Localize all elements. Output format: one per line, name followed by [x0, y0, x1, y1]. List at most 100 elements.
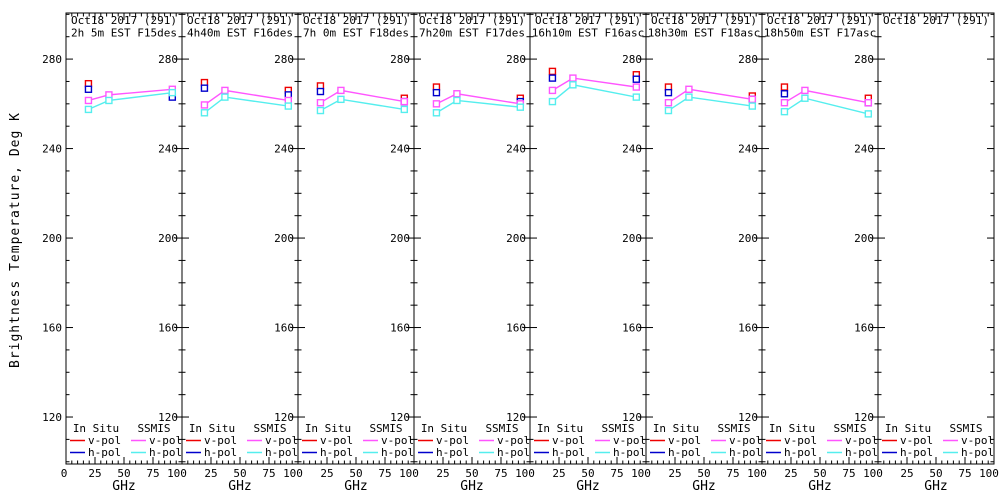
x-tick-label: 25: [436, 467, 449, 480]
x-tick-label: 75: [146, 467, 159, 480]
x-tick-label: 25: [204, 467, 217, 480]
series-in-situ-v-pol: [780, 83, 873, 102]
panel-6: 120 160 200 240 280 25 50 75 100 GHz Oct18 2017 (2…: [622, 12, 767, 494]
data-point-marker: [664, 88, 673, 97]
legend-row-label: v-pol: [552, 434, 585, 447]
data-point-marker: [864, 99, 873, 107]
panel-title-date: Oct18 2017 (291): [303, 14, 409, 27]
x-tick-label: 100: [631, 467, 651, 480]
legend-group-label: In Situ: [653, 422, 699, 435]
y-tick-label: 120: [506, 411, 526, 424]
legend-row-label: h-pol: [436, 446, 469, 459]
legend-row-label: v-pol: [265, 434, 298, 447]
legend-row-label: v-pol: [149, 434, 182, 447]
data-point-marker: [780, 90, 789, 98]
data-point-marker: [84, 96, 93, 105]
y-tick-label: 120: [390, 411, 410, 424]
data-point-marker: [316, 99, 325, 107]
x-tick-label: 75: [494, 467, 507, 480]
panel-3: 120 160 200 240 280 25 50 75 100 GHz Oct18 2017 (2…: [274, 12, 419, 494]
legend-row-label: h-pol: [149, 446, 182, 459]
y-tick-label: 280: [854, 53, 874, 66]
series-ssmis-h-pol: [780, 94, 873, 118]
data-point-marker: [400, 97, 409, 106]
legend-row-label: v-pol: [497, 434, 530, 447]
data-point-marker: [168, 88, 177, 97]
x-tick-label: 100: [863, 467, 883, 480]
legend-group-label: SSMIS: [369, 422, 402, 435]
legend-row-label: h-pol: [88, 446, 121, 459]
series-ssmis-h-pol: [432, 96, 525, 117]
y-tick-label: 240: [158, 143, 178, 156]
data-point-marker: [801, 94, 809, 102]
data-point-marker: [221, 86, 229, 95]
data-point-marker: [337, 86, 345, 95]
x-tick-label: 100: [167, 467, 187, 480]
y-tick-label: 200: [622, 232, 642, 245]
x-tick-label: 50: [349, 467, 362, 480]
y-tick-label: 200: [274, 232, 294, 245]
x-tick-label: 25: [320, 467, 333, 480]
data-point-marker: [632, 75, 641, 83]
series-in-situ-h-pol: [200, 84, 293, 99]
x-tick-label: 50: [697, 467, 710, 480]
y-tick-label: 120: [42, 411, 62, 424]
data-point-marker: [548, 67, 557, 76]
data-point-marker: [453, 90, 461, 98]
legend-group-label: In Situ: [421, 422, 467, 435]
y-tick-label: 160: [506, 322, 526, 335]
legend-group-label: SSMIS: [717, 422, 750, 435]
y-tick-label: 120: [854, 411, 874, 424]
legend-row-label: h-pol: [961, 446, 994, 459]
data-point-marker: [432, 109, 441, 117]
legend-row-label: h-pol: [784, 446, 817, 459]
legend-group-label: In Situ: [769, 422, 815, 435]
y-tick-label: 280: [274, 53, 294, 66]
data-point-marker: [780, 83, 789, 91]
x-tick-label: 100: [747, 467, 767, 480]
legend-row-label: v-pol: [784, 434, 817, 447]
y-tick-label: 160: [622, 322, 642, 335]
legend-row-label: h-pol: [381, 446, 414, 459]
data-point-marker: [548, 86, 557, 95]
series-ssmis-v-pol: [84, 85, 177, 105]
legend-row-label: v-pol: [668, 434, 701, 447]
legend-row-label: v-pol: [900, 434, 933, 447]
series-in-situ-v-pol: [316, 82, 409, 102]
legend-group-label: In Situ: [73, 422, 119, 435]
x-tick-label: 75: [378, 467, 391, 480]
data-point-marker: [432, 100, 441, 108]
x-axis-title: GHz: [924, 479, 947, 494]
data-point-marker: [337, 95, 345, 104]
y-tick-label: 160: [390, 322, 410, 335]
y-tick-label: 240: [738, 143, 758, 156]
y-tick-label: 240: [506, 143, 526, 156]
y-tick-label: 240: [854, 143, 874, 156]
y-tick-label: 280: [390, 53, 410, 66]
panel-title-date: Oct18 2017 (291): [419, 14, 525, 27]
series-ssmis-v-pol: [432, 90, 525, 108]
panel-title-date: Oct18 2017 (291): [71, 14, 177, 27]
legend-group-label: SSMIS: [485, 422, 518, 435]
legend-row-label: v-pol: [88, 434, 121, 447]
data-point-marker: [632, 93, 641, 101]
data-point-marker: [569, 81, 577, 89]
y-tick-label: 280: [622, 53, 642, 66]
series-ssmis-h-pol: [548, 81, 641, 106]
legend-row-label: v-pol: [436, 434, 469, 447]
panel-7: 120 160 200 240 280 25 50 75 100 GHz Oct18 2017 (2…: [738, 12, 883, 494]
x-axis-title: GHz: [344, 479, 367, 494]
data-point-marker: [685, 93, 693, 101]
legend-group-label: In Situ: [885, 422, 931, 435]
legend-group-label: In Situ: [537, 422, 583, 435]
data-point-marker: [316, 106, 325, 115]
panel-title-date: Oct18 2017 (291): [767, 14, 873, 27]
data-point-marker: [664, 99, 673, 107]
y-tick-label: 120: [158, 411, 178, 424]
panel-title-time-satellite: 16h10m EST F16asc: [532, 27, 645, 40]
panel-1: 120 160 200 240 280 0 25 50 75 100 GHz Oct18 2017 (…: [42, 12, 187, 494]
panel-title-time-satellite: 4h40m EST F16des: [187, 27, 293, 40]
data-point-marker: [221, 93, 229, 101]
panel-title-date: Oct18 2017 (291): [535, 14, 641, 27]
data-point-marker: [864, 110, 873, 118]
